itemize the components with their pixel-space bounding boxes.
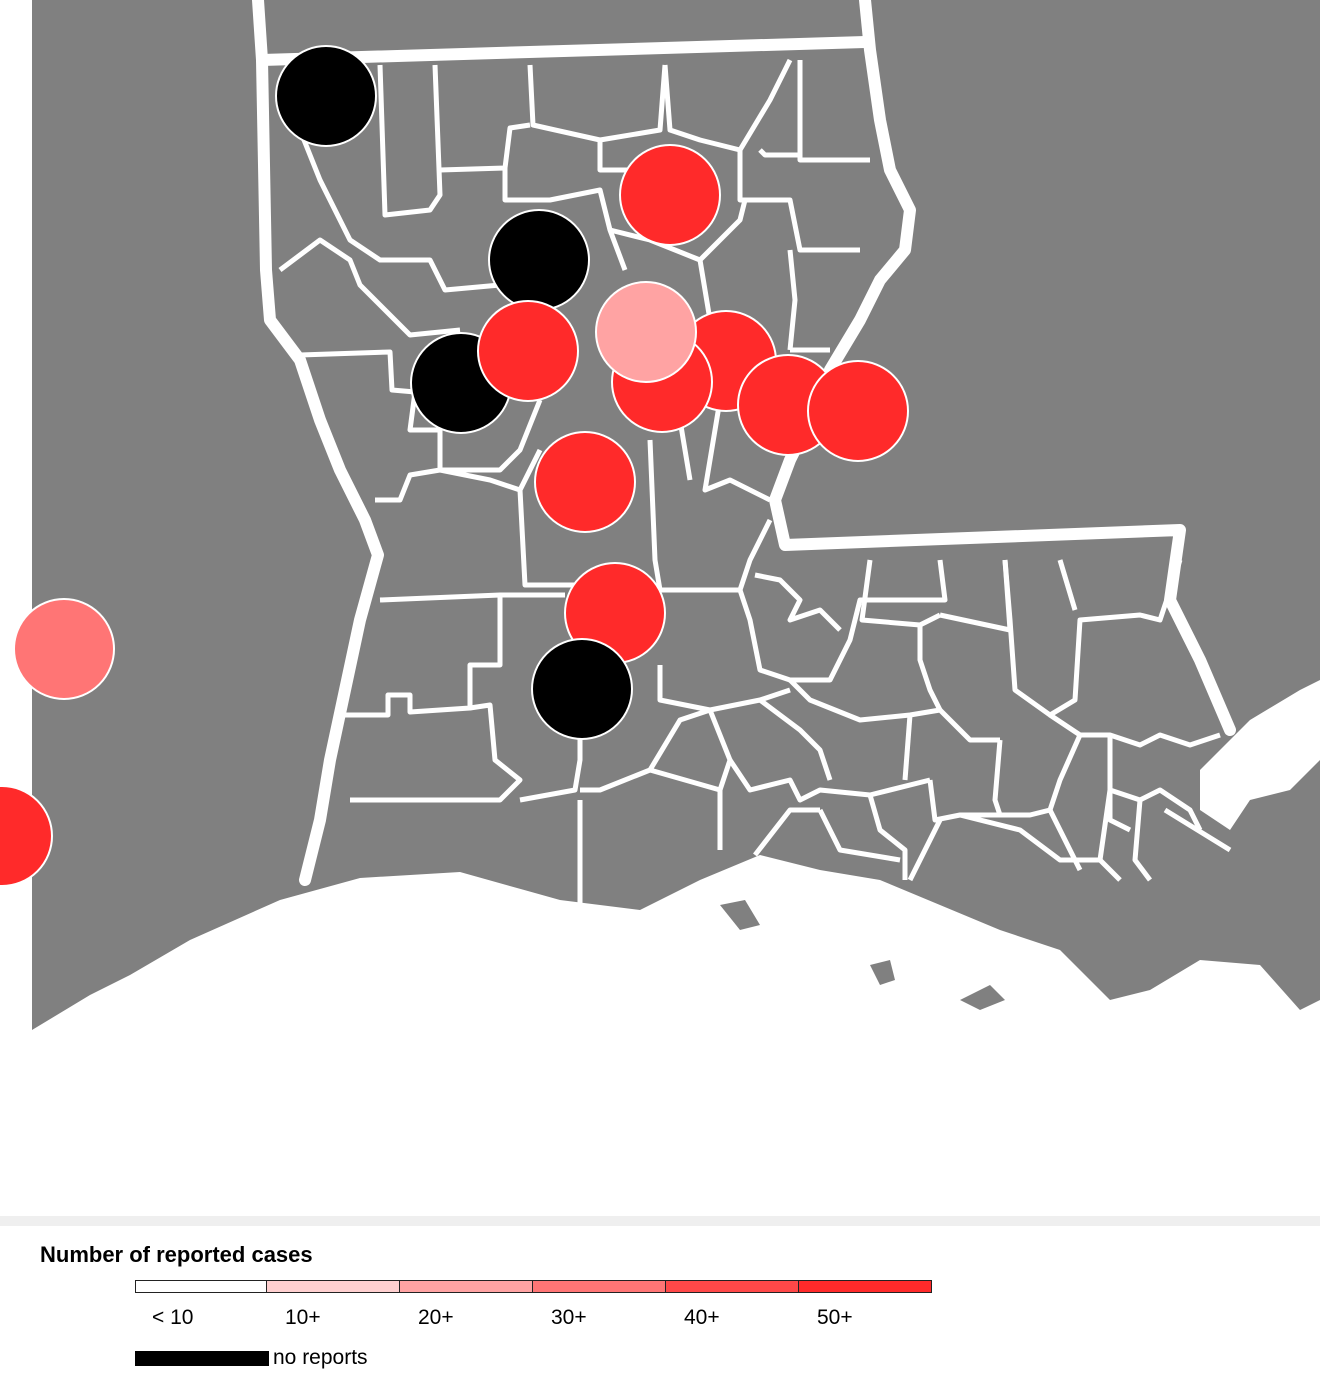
legend-swatch-30: [533, 1280, 666, 1293]
coastal-islands: [720, 900, 1300, 1010]
legend-title: Number of reported cases: [40, 1242, 313, 1267]
marker-nw-corner[interactable]: [275, 45, 377, 147]
legend-label-20: 20+: [418, 1306, 454, 1329]
marker-texas-southwest[interactable]: [0, 785, 53, 887]
marker-south-center[interactable]: [534, 431, 636, 533]
legend-color-bar: [135, 1280, 932, 1293]
legend-swatch-lt10: [135, 1280, 267, 1293]
east-water: [1200, 680, 1320, 830]
legend-swatch-50: [799, 1280, 932, 1293]
legend-label-10: 10+: [285, 1306, 321, 1329]
marker-center-north[interactable]: [488, 209, 590, 311]
legend-swatch-40: [666, 1280, 799, 1293]
marker-center-a[interactable]: [477, 300, 579, 402]
case-markers: [0, 45, 909, 887]
legend-swatch-no-reports: [135, 1350, 269, 1366]
legend-label-no-reports: no reports: [273, 1346, 368, 1369]
legend-swatch-10: [267, 1280, 400, 1293]
marker-ne-north[interactable]: [619, 144, 721, 246]
marker-center-b[interactable]: [595, 281, 697, 383]
legend-labels: < 10 10+ 20+ 30+ 40+ 50+: [135, 1306, 933, 1330]
louisiana-map[interactable]: [0, 0, 1320, 1216]
marker-texas-west[interactable]: [13, 598, 115, 700]
marker-south-b[interactable]: [531, 638, 633, 740]
legend-swatch-20: [400, 1280, 533, 1293]
map-panel[interactable]: [0, 0, 1320, 1216]
marker-east-b[interactable]: [807, 360, 909, 462]
legend: Number of reported cases < 10 10+ 20+ 30…: [0, 1226, 1320, 1396]
legend-label-50: 50+: [817, 1306, 853, 1329]
legend-divider: [0, 1216, 1320, 1226]
legend-label-lt10: < 10: [152, 1306, 194, 1329]
legend-no-reports: no reports: [135, 1346, 368, 1370]
legend-label-40: 40+: [684, 1306, 720, 1329]
gulf-of-mexico: [0, 855, 1320, 1216]
legend-label-30: 30+: [551, 1306, 587, 1329]
